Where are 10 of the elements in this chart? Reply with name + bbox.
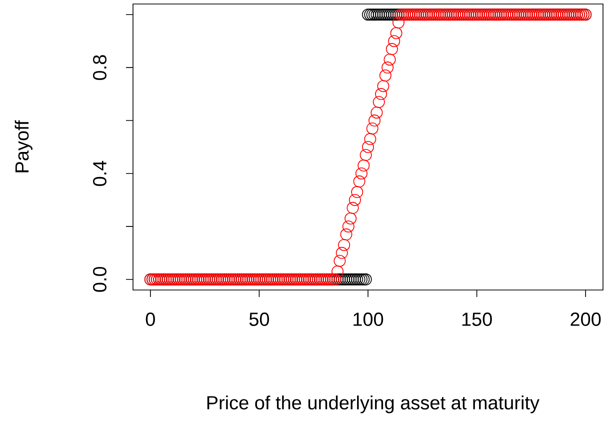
x-axis-title: Price of the underlying asset at maturity — [207, 396, 540, 414]
x-tick-label: 200 — [570, 312, 601, 326]
x-tick-label: 150 — [462, 312, 492, 326]
y-tick-label: 0.4 — [93, 160, 106, 186]
y-axis-title: Payoff — [14, 120, 32, 172]
x-tick-label: 0 — [146, 312, 155, 326]
x-tick-label: 50 — [249, 312, 270, 326]
y-tick-label: 0.0 — [93, 266, 106, 292]
x-tick-label: 100 — [354, 312, 384, 326]
y-tick-label: 0.8 — [93, 55, 106, 80]
